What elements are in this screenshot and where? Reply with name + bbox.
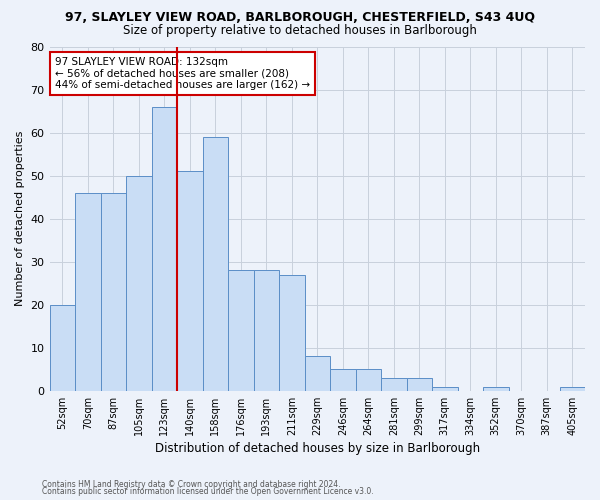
Bar	[330, 370, 356, 391]
Bar	[152, 107, 177, 391]
Bar	[254, 270, 279, 391]
Bar	[126, 176, 152, 391]
Bar	[432, 386, 458, 391]
Bar	[483, 386, 509, 391]
Bar	[101, 193, 126, 391]
Text: Contains HM Land Registry data © Crown copyright and database right 2024.: Contains HM Land Registry data © Crown c…	[42, 480, 341, 489]
Text: 97 SLAYLEY VIEW ROAD: 132sqm
← 56% of detached houses are smaller (208)
44% of s: 97 SLAYLEY VIEW ROAD: 132sqm ← 56% of de…	[55, 57, 310, 90]
Bar	[560, 386, 585, 391]
Bar	[356, 370, 381, 391]
Bar	[228, 270, 254, 391]
Text: Contains public sector information licensed under the Open Government Licence v3: Contains public sector information licen…	[42, 487, 374, 496]
Y-axis label: Number of detached properties: Number of detached properties	[15, 131, 25, 306]
Bar	[381, 378, 407, 391]
Bar	[279, 274, 305, 391]
Bar	[407, 378, 432, 391]
X-axis label: Distribution of detached houses by size in Barlborough: Distribution of detached houses by size …	[155, 442, 480, 455]
Bar	[203, 137, 228, 391]
Bar	[177, 172, 203, 391]
Text: Size of property relative to detached houses in Barlborough: Size of property relative to detached ho…	[123, 24, 477, 37]
Bar	[75, 193, 101, 391]
Bar	[305, 356, 330, 391]
Bar	[50, 304, 75, 391]
Text: 97, SLAYLEY VIEW ROAD, BARLBOROUGH, CHESTERFIELD, S43 4UQ: 97, SLAYLEY VIEW ROAD, BARLBOROUGH, CHES…	[65, 11, 535, 24]
